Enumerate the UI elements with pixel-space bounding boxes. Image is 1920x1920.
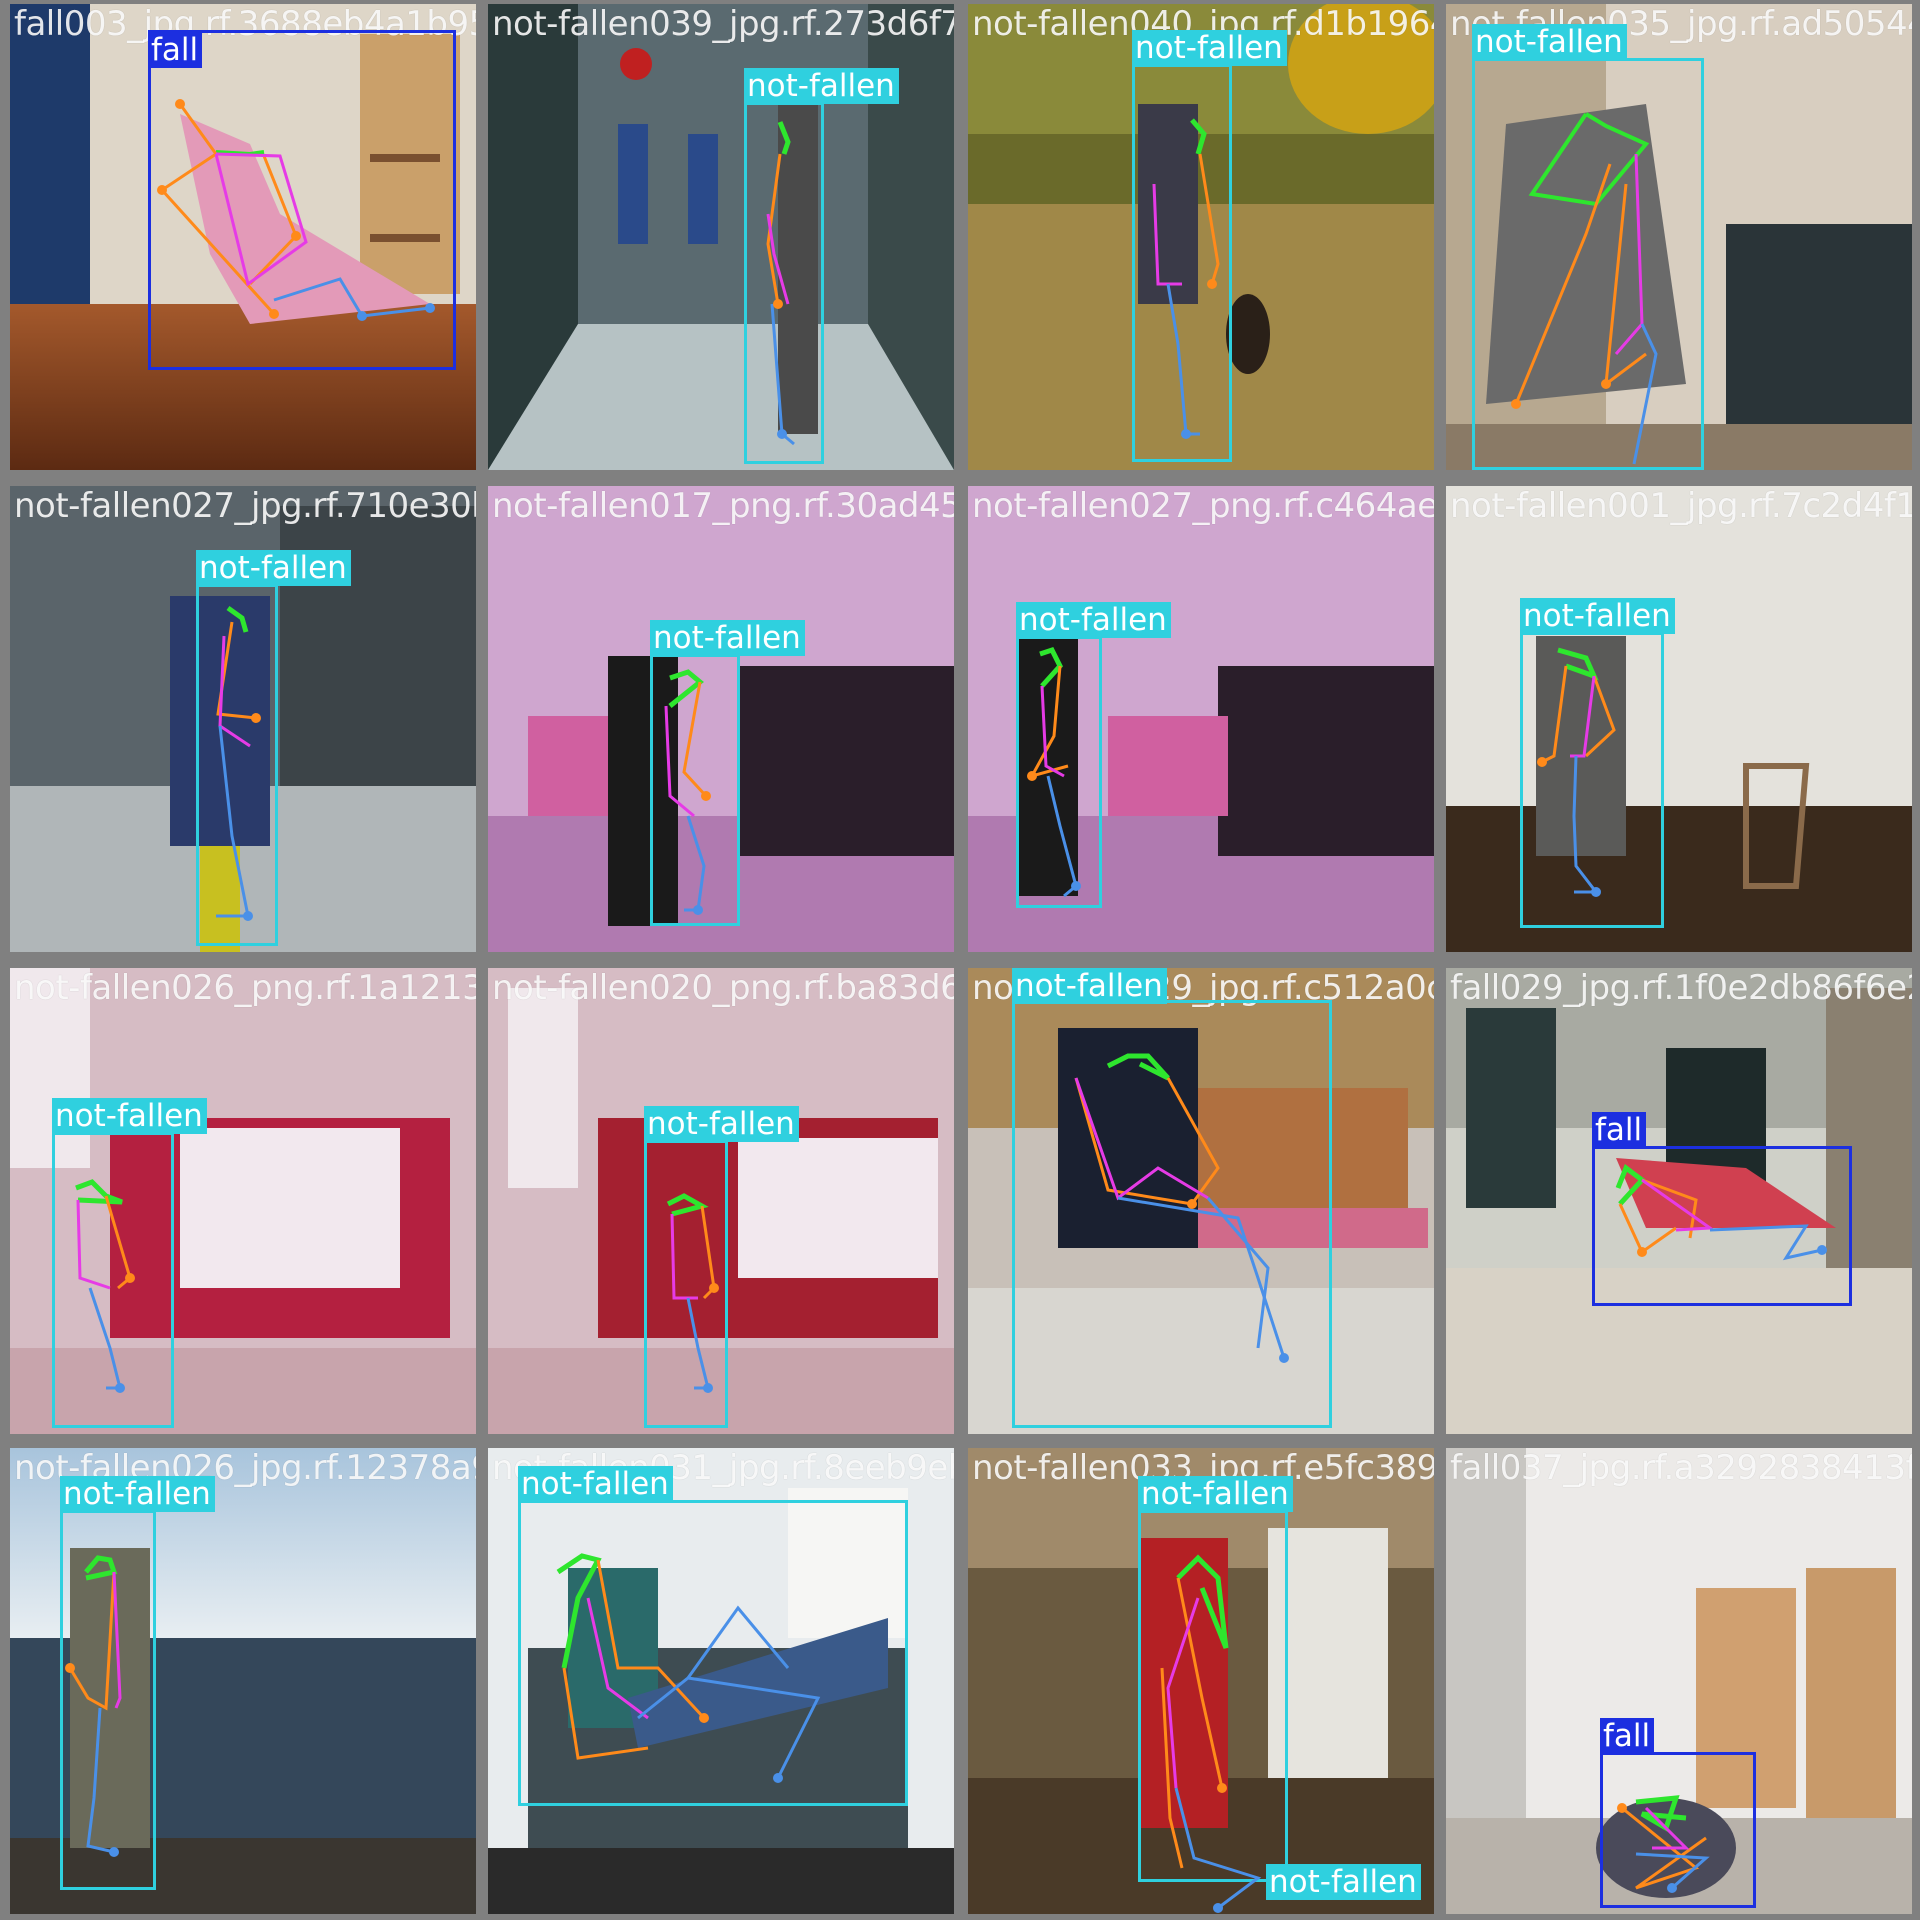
detection-label: not-fallen <box>650 620 805 656</box>
tile-filename: fall029_jpg.rf.1f0e2db86f6e2cb22b1a7c3 <box>1450 968 1912 1008</box>
detection-label: not-fallen <box>52 1098 207 1134</box>
detection-label: fall <box>1592 1112 1647 1148</box>
tile-filename: not-fallen001_jpg.rf.7c2d4f1108ab13c9e7d <box>1450 486 1912 526</box>
tile-10[interactable]: not-fallen020_png.rf.ba83d6bd07a31f5c2e9… <box>488 968 954 1434</box>
detection-label: not-fallen <box>744 68 899 104</box>
detection-box[interactable] <box>650 654 740 926</box>
detection-label: not-fallen <box>518 1466 673 1502</box>
detection-label: not-fallen <box>1520 598 1675 634</box>
tile-5[interactable]: not-fallen027_jpg.rf.710e30b66fe3f7f4621… <box>10 486 476 952</box>
tile-16[interactable]: fall037_jpg.rf.a3292838413f6c1d0b22 fall <box>1446 1448 1912 1914</box>
detection-box[interactable] <box>644 1140 728 1428</box>
tile-7[interactable]: not-fallen027_png.rf.c464ae7a6398964016a… <box>968 486 1434 952</box>
detection-label: not-fallen <box>1132 30 1287 66</box>
tile-filename: not-fallen027_png.rf.c464ae7a6398964016a <box>972 486 1434 526</box>
tile-14[interactable]: not-fallen031_jpg.rf.8eeb9eb7a61fa45f332… <box>488 1448 954 1914</box>
tile-2[interactable]: not-fallen039_jpg.rf.273d6f7c29e5fafe1d2… <box>488 4 954 470</box>
detection-box[interactable] <box>1472 58 1704 470</box>
tile-12[interactable]: fall029_jpg.rf.1f0e2db86f6e2cb22b1a7c3 f… <box>1446 968 1912 1434</box>
detection-box[interactable] <box>1138 1510 1288 1882</box>
tile-4[interactable]: not-fallen035_jpg.rf.ad50544a3c1e7f60912… <box>1446 4 1912 470</box>
detection-label: not-fallen <box>60 1476 215 1512</box>
detection-box[interactable] <box>60 1510 156 1890</box>
detection-box[interactable] <box>1012 1000 1332 1428</box>
scene-image <box>488 968 954 1434</box>
tile-filename: not-fallen026_png.rf.1a12130d4caa8e20745… <box>14 968 476 1008</box>
detection-box[interactable] <box>744 102 824 464</box>
scene-image <box>1446 968 1912 1434</box>
detection-box[interactable] <box>1132 64 1232 462</box>
detection-box[interactable] <box>518 1500 908 1806</box>
detection-label: not-fallen <box>1012 968 1167 1004</box>
tile-1[interactable]: fall003_jpg.rf.3688eb4a1b9580f2a1e1fa4c0… <box>10 4 476 470</box>
tile-6[interactable]: not-fallen017_png.rf.30ad45fbb8fab730275… <box>488 486 954 952</box>
detection-box[interactable] <box>148 30 456 370</box>
tile-filename: not-fallen020_png.rf.ba83d6bd07a31f5c2e9 <box>492 968 954 1008</box>
tile-filename: not-fallen039_jpg.rf.273d6f7c29e5fafe1d2 <box>492 4 954 44</box>
detection-label: not-fallen <box>1472 24 1627 60</box>
tile-11[interactable]: not-fallen029_jpg.rf.c512a0c8020e4b1f6b8… <box>968 968 1434 1434</box>
detection-box[interactable] <box>52 1132 174 1428</box>
detection-box[interactable] <box>1592 1146 1852 1306</box>
detection-label: not-fallen <box>1016 602 1171 638</box>
tile-filename: not-fallen027_jpg.rf.710e30b66fe3f7f4621… <box>14 486 476 526</box>
scene-image <box>1446 486 1912 952</box>
detection-box[interactable] <box>1520 632 1664 928</box>
tile-filename: fall003_jpg.rf.3688eb4a1b9580f2a1e1fa4c0… <box>14 4 476 44</box>
detection-label: not-fallen <box>196 550 351 586</box>
tile-9[interactable]: not-fallen026_png.rf.1a12130d4caa8e20745… <box>10 968 476 1434</box>
detection-label: fall <box>148 32 203 68</box>
tile-filename: not-fallen017_png.rf.30ad45fbb8fab730275… <box>492 486 954 526</box>
tile-3[interactable]: not-fallen040_jpg.rf.d1b1964ab89a8f2e1c0… <box>968 4 1434 470</box>
detection-box[interactable] <box>1016 636 1102 908</box>
detection-box[interactable] <box>196 584 278 946</box>
tile-filename: fall037_jpg.rf.a3292838413f6c1d0b22 <box>1450 1448 1912 1488</box>
scene-image <box>1446 1448 1912 1914</box>
detection-label: not-fallen <box>644 1106 799 1142</box>
detection-label: not-fallen <box>1138 1476 1293 1512</box>
detection-box[interactable] <box>1600 1752 1756 1908</box>
detection-label: fall <box>1600 1718 1655 1754</box>
tile-8[interactable]: not-fallen001_jpg.rf.7c2d4f1108ab13c9e7d… <box>1446 486 1912 952</box>
tile-13[interactable]: not-fallen026_jpg.rf.12378a9c0e1c7d918a2… <box>10 1448 476 1914</box>
tile-15[interactable]: not-fallen033_jpg.rf.e5fc389fa1497200894… <box>968 1448 1434 1914</box>
scene-image <box>488 486 954 952</box>
detection-label-secondary: not-fallen <box>1266 1864 1421 1900</box>
